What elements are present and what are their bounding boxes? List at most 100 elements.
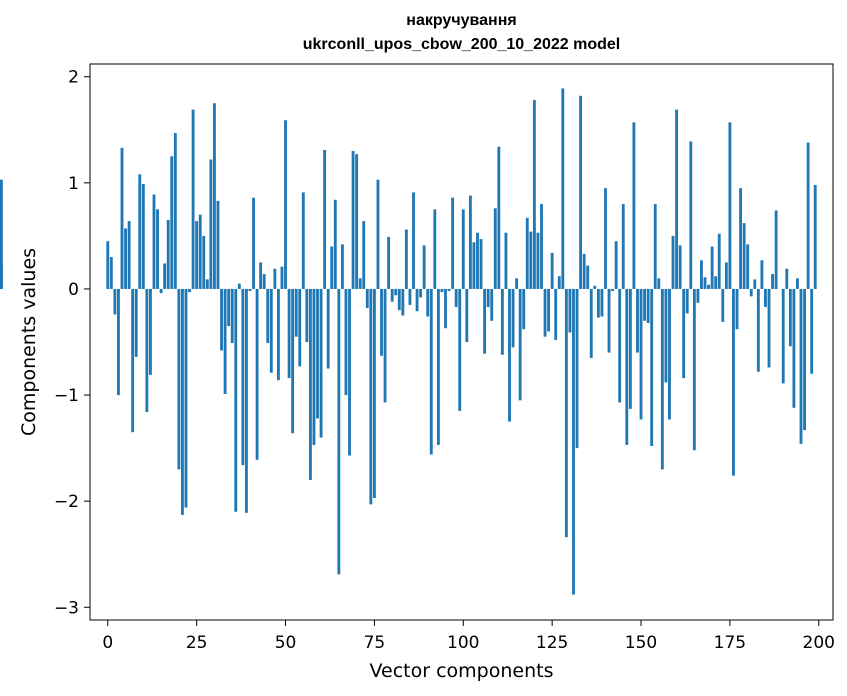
- bar: [678, 245, 682, 289]
- bar: [340, 244, 344, 289]
- bar: [767, 288, 771, 368]
- bar: [803, 288, 806, 431]
- y-tick-label: 2: [68, 68, 79, 88]
- bar: [127, 221, 131, 289]
- bar: [671, 235, 675, 289]
- bar: [476, 232, 479, 289]
- bar: [255, 288, 259, 460]
- bar: [660, 288, 664, 470]
- bar: [369, 288, 373, 505]
- bar: [440, 288, 444, 293]
- bar: [362, 221, 366, 289]
- bar: [426, 288, 430, 317]
- bar: [436, 288, 440, 445]
- bar: [269, 288, 273, 373]
- bar: [785, 268, 789, 289]
- bar: [500, 288, 504, 355]
- bar: [358, 278, 362, 289]
- bar: [561, 88, 565, 289]
- bar: [372, 288, 376, 498]
- bar: [568, 288, 572, 333]
- bar: [579, 95, 583, 289]
- bar: [145, 288, 149, 413]
- bar: [223, 288, 227, 394]
- bar: [344, 288, 348, 396]
- bar: [504, 232, 508, 289]
- bar: [596, 288, 600, 318]
- bar: [810, 288, 814, 374]
- bar: [703, 277, 707, 289]
- bar: [650, 288, 654, 446]
- bar: [525, 217, 529, 289]
- bar: [319, 288, 323, 438]
- bar: [557, 276, 561, 289]
- bar: [756, 288, 760, 372]
- bar: [401, 288, 405, 316]
- bar: [792, 288, 796, 408]
- bar: [621, 204, 625, 289]
- bar: [735, 288, 739, 330]
- bar: [511, 288, 515, 348]
- bar: [113, 288, 117, 315]
- y-tick-label: −1: [54, 386, 79, 406]
- bar: [451, 197, 455, 289]
- bar: [412, 192, 415, 289]
- bar: [131, 288, 135, 433]
- bar: [724, 262, 728, 289]
- bar: [625, 288, 629, 445]
- x-tick-label: 100: [447, 633, 479, 653]
- bar: [415, 288, 419, 312]
- bar: [248, 288, 252, 292]
- bar: [643, 288, 647, 321]
- x-tick-label: 75: [364, 633, 386, 653]
- bar: [237, 283, 241, 289]
- bar: [166, 219, 170, 289]
- bar: [348, 288, 351, 456]
- x-axis-ticks: 0 25 50 75 100 125 150 175 200: [102, 620, 835, 653]
- bar: [639, 288, 643, 420]
- bar: [284, 120, 287, 289]
- bar: [657, 278, 661, 289]
- bar: [294, 288, 298, 337]
- bar: [156, 209, 159, 289]
- bar: [732, 288, 735, 476]
- bar: [682, 288, 686, 379]
- bar: [419, 288, 423, 298]
- bar: [543, 288, 547, 337]
- y-axis-label: Components values: [18, 248, 40, 436]
- bar: [493, 208, 497, 289]
- bar: [479, 239, 483, 289]
- x-axis-label: Vector components: [370, 660, 554, 682]
- bar: [529, 231, 533, 289]
- bar: [593, 285, 597, 289]
- x-tick-label: 0: [102, 633, 113, 653]
- bar: [742, 223, 746, 289]
- bar: [710, 246, 714, 289]
- bar: [685, 288, 689, 314]
- plot-frame: [89, 63, 834, 621]
- bar: [764, 288, 767, 307]
- bar: [522, 288, 526, 330]
- bar: [518, 288, 522, 401]
- bar: [191, 109, 195, 289]
- bar: [184, 288, 188, 508]
- bar: [209, 159, 213, 289]
- bar: [774, 210, 778, 289]
- bar: [497, 146, 501, 289]
- bar: [728, 122, 732, 289]
- chart-title: накручування: [406, 12, 517, 29]
- bar: [312, 288, 316, 445]
- bar: [749, 288, 753, 297]
- bar: [796, 278, 799, 289]
- bar: [355, 154, 359, 289]
- bar: [259, 262, 263, 289]
- bar: [120, 147, 124, 289]
- bar: [106, 241, 110, 289]
- x-tick-label: 200: [803, 633, 835, 653]
- bar: [404, 229, 408, 289]
- bar: [262, 274, 266, 289]
- bar: [326, 288, 330, 369]
- bar: [771, 274, 774, 289]
- bar: [707, 284, 710, 289]
